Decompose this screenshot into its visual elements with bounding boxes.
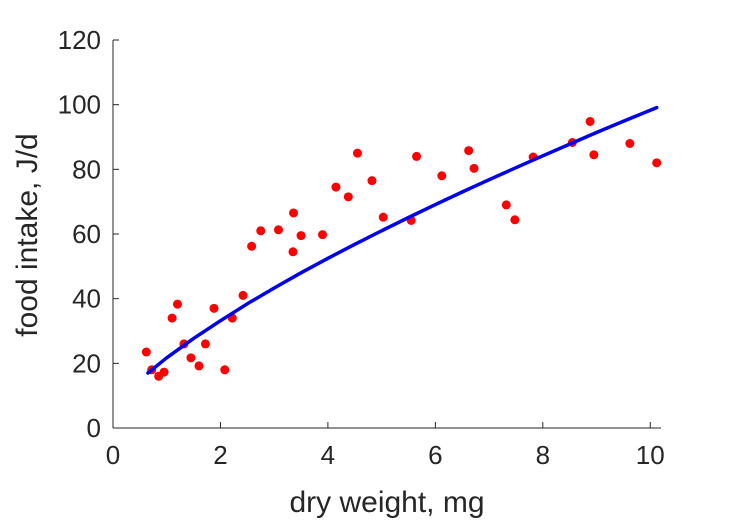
- data-point-15: [256, 226, 266, 236]
- x-axis-title: dry weight, mg: [289, 486, 484, 519]
- data-point-37: [625, 138, 635, 148]
- data-point-32: [510, 215, 520, 225]
- data-point-13: [238, 290, 248, 300]
- x-tick-label-4: 8: [536, 440, 550, 470]
- data-point-29: [464, 146, 474, 156]
- y-tick-label-5: 100: [58, 90, 101, 120]
- data-point-11: [220, 365, 230, 375]
- data-point-14: [247, 241, 257, 251]
- data-point-18: [289, 208, 299, 218]
- y-tick-label-6: 120: [58, 25, 101, 55]
- data-point-19: [296, 231, 306, 241]
- x-tick-label-3: 6: [428, 440, 442, 470]
- data-point-20: [318, 230, 328, 240]
- x-tick-label-1: 2: [213, 440, 227, 470]
- data-point-25: [378, 212, 388, 222]
- plot-area: [141, 105, 662, 381]
- axes: [112, 40, 661, 429]
- x-tick-label-5: 10: [636, 440, 665, 470]
- data-point-23: [352, 148, 362, 158]
- data-point-21: [331, 182, 341, 192]
- data-point-36: [589, 150, 599, 160]
- data-point-3: [159, 367, 169, 377]
- y-tick-label-2: 40: [72, 284, 101, 314]
- x-tick-label-2: 4: [321, 440, 335, 470]
- data-point-24: [367, 176, 377, 186]
- y-tick-label-3: 60: [72, 219, 101, 249]
- y-tick-label-0: 0: [87, 413, 101, 443]
- data-point-35: [585, 116, 595, 126]
- data-point-31: [501, 200, 511, 210]
- y-tick-label-1: 20: [72, 348, 101, 378]
- y-axis-title: food intake, J/d: [11, 133, 44, 336]
- fit-line: [146, 105, 659, 375]
- data-point-5: [172, 299, 182, 309]
- data-point-0: [141, 347, 151, 357]
- y-tick-label-4: 80: [72, 154, 101, 184]
- data-point-17: [288, 247, 298, 257]
- data-point-16: [273, 225, 283, 235]
- data-point-27: [412, 151, 422, 161]
- data-point-10: [209, 303, 219, 313]
- x-tick-label-0: 0: [106, 440, 120, 470]
- data-point-8: [194, 361, 204, 371]
- data-point-7: [186, 353, 196, 363]
- data-point-30: [469, 163, 479, 173]
- data-point-22: [343, 192, 353, 202]
- data-point-9: [200, 339, 210, 349]
- data-point-28: [437, 171, 447, 181]
- data-point-4: [167, 313, 177, 323]
- data-point-38: [652, 158, 662, 168]
